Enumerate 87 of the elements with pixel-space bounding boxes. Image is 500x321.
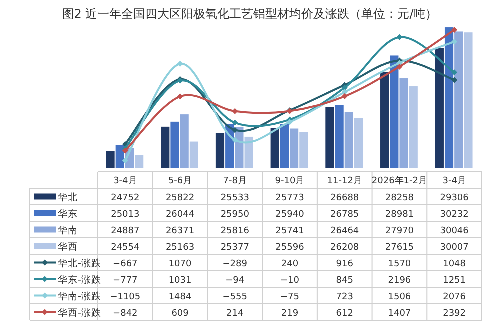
data-label: 24554 (111, 242, 140, 253)
data-label: 2076 (443, 292, 466, 302)
x-tick-label: 9-10月 (275, 176, 305, 187)
data-label: 25533 (220, 193, 250, 204)
data-label: 214 (226, 308, 244, 319)
legend-label: 华南 (58, 224, 78, 236)
data-label: 1484 (168, 292, 192, 302)
legend-label: 华西-涨跌 (58, 306, 102, 319)
point (232, 137, 238, 144)
point (232, 127, 238, 134)
data-label: 25940 (276, 210, 305, 220)
x-tick-label: 5-6月 (168, 176, 192, 187)
data-label: 916 (336, 259, 354, 270)
point (452, 77, 458, 84)
data-label: 24887 (111, 226, 140, 236)
data-label: 25773 (276, 193, 304, 204)
data-label: 25822 (166, 193, 195, 204)
data-label: 25596 (276, 242, 305, 253)
data-label: 25741 (276, 226, 304, 236)
data-label: 30007 (440, 242, 469, 253)
data-label: 26208 (330, 242, 360, 253)
point (232, 120, 238, 126)
point (452, 38, 458, 45)
data-label: 612 (336, 308, 354, 319)
x-tick-label: 2026年1-2月 (372, 176, 428, 187)
data-label: 27615 (385, 242, 414, 253)
data-label: 2392 (443, 308, 466, 319)
data-label: 26688 (330, 193, 360, 204)
data-label: 1570 (388, 259, 412, 270)
data-label: −10 (280, 276, 300, 286)
data-label: 25950 (220, 210, 250, 220)
data-label: 1407 (388, 308, 412, 319)
point (122, 158, 128, 164)
legend-label: 华东-涨跌 (58, 274, 102, 286)
data-label: 25816 (220, 226, 250, 236)
data-label: 28258 (385, 193, 414, 204)
point (452, 70, 458, 76)
x-tick-label: 7-8月 (223, 176, 247, 187)
point (396, 64, 403, 70)
data-label: 30046 (440, 226, 470, 236)
data-label: 27970 (385, 226, 414, 236)
x-tick-label: 3-4月 (442, 176, 466, 187)
data-label: 30232 (440, 210, 469, 220)
point (452, 27, 458, 34)
point (287, 119, 293, 126)
x-tick-label: 3-4月 (114, 176, 138, 187)
legend-label: 华南-涨跌 (58, 290, 102, 302)
data-label: 1031 (168, 276, 192, 286)
data-label: −842 (113, 308, 138, 319)
data-label: 25013 (111, 210, 140, 220)
point (342, 84, 348, 91)
x-tick-label: 11-12月 (327, 176, 362, 187)
data-label: 28981 (385, 210, 414, 220)
data-label: −75 (280, 292, 300, 302)
chart-title: 图2 近一年全国四大区阳极氧化工艺铝型材均价及涨跌（单位：元/吨） (62, 7, 438, 21)
data-label: 24752 (111, 193, 140, 204)
point (177, 94, 184, 100)
point (232, 108, 238, 114)
data-label: −1105 (110, 292, 141, 302)
data-label: 219 (281, 308, 299, 319)
data-label: −555 (222, 292, 248, 302)
data-label: 2196 (388, 276, 412, 286)
point (122, 148, 128, 154)
data-label: 25377 (220, 242, 250, 253)
data-label: 1506 (388, 292, 412, 302)
legend-label: 华东 (58, 208, 78, 220)
data-label: 1251 (443, 276, 466, 286)
data-label: 845 (336, 276, 354, 286)
data-label: 26371 (166, 226, 195, 236)
point (342, 94, 348, 100)
legend-label: 华西 (58, 240, 78, 253)
data-label: −289 (222, 259, 248, 270)
data-label: 29306 (440, 193, 470, 204)
data-label: −94 (226, 276, 245, 286)
data-label: 25163 (166, 242, 195, 253)
legend-label: 华北 (58, 191, 78, 204)
data-label: 1070 (168, 259, 192, 270)
data-label: 26464 (330, 226, 360, 236)
data-label: 26044 (166, 210, 195, 220)
legend-label: 华北-涨跌 (58, 257, 102, 270)
data-label: 723 (336, 292, 354, 302)
data-label: 1048 (443, 259, 466, 270)
data-label: 26785 (330, 210, 360, 220)
data-label: 609 (172, 308, 190, 319)
data-label: −667 (113, 259, 138, 270)
data-label: −777 (113, 276, 138, 286)
data-label: 240 (281, 259, 299, 270)
